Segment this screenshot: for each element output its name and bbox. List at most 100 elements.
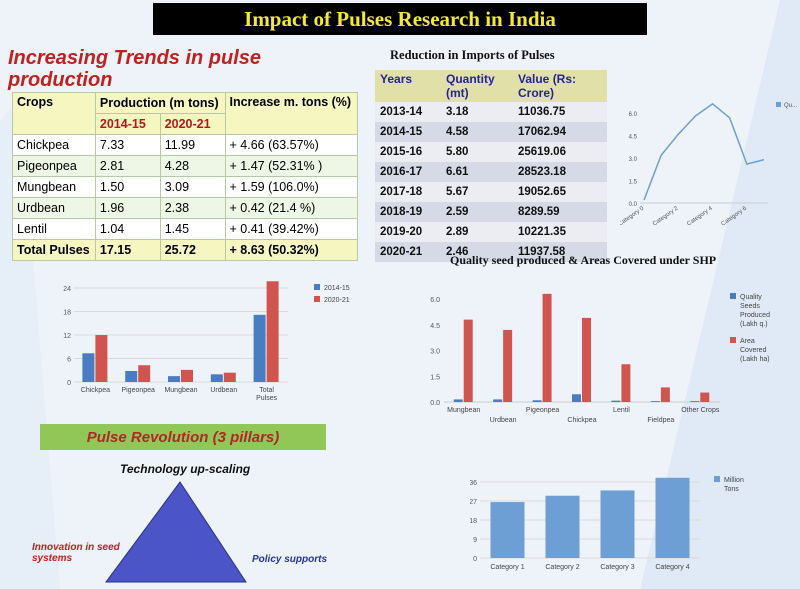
table-row-total: Total Pulses 17.15 25.72 + 8.63 (50.32%) [12,239,358,261]
legend-label: 2014-15 [324,285,350,292]
seed-chart-title: Quality seed produced & Areas Covered un… [450,253,717,267]
crop-cell: Mungbean [12,176,96,198]
qty-cell: 6.61 [441,162,513,182]
y-tick-label: 4.5 [629,135,638,141]
bar [650,401,660,402]
x-tick-label: Category 3 [600,564,634,571]
value-cell: 7.33 [94,134,161,156]
page-title: Impact of Pulses Research in India [153,3,647,35]
increase-cell: + 1.47 (52.31% ) [224,155,358,177]
legend-label: (Lakh ha) [740,356,770,363]
value-cell: 4.28 [159,155,226,177]
y-tick-label: 6 [67,357,71,364]
y-tick-label: 6.0 [629,112,638,118]
bar [655,477,690,558]
production-heading: Increasing Trends in pulse production [8,47,262,91]
x-tick-label: Pigeonpea [121,387,155,394]
table-row: 2019-20 2.89 10221.35 [375,222,607,242]
y-tick-label: 0.0 [629,202,638,208]
crop-cell: Total Pulses [12,239,96,261]
bar [582,317,591,402]
qty-cell: 2.59 [441,202,513,222]
y-tick-label: 12 [63,333,71,340]
y-tick-label: 6.0 [430,297,440,304]
x-tick-label: Mungbean [164,387,197,394]
table-row: 2020-21 2.46 11937.58 [375,242,607,262]
imports-table: Years Quantity (mt) Value (Rs: Crore) 20… [375,70,607,262]
value-cell: 2.38 [159,197,226,219]
bar [503,329,513,402]
legend-label: 2020-21 [324,297,350,304]
qty-cell: 5.67 [441,182,513,202]
bar [493,399,503,402]
table-row: 2015-16 5.80 25619.06 [375,142,607,162]
bar [453,399,463,402]
pillar-left-label: Innovation in seed systems [32,542,120,564]
header-quantity: Quantity (mt) [441,70,513,102]
legend-swatch [714,476,720,482]
qty-cell: 2.46 [441,242,513,262]
increase-cell: + 4.66 (63.57%) [224,134,358,156]
year-cell: 2014-15 [375,122,441,142]
value-cell: 17.15 [94,239,161,261]
production-bar-chart: 0 6 12 18 24 Chickpea Pigeonpea Mungbean Urdbean… [63,281,350,402]
value-cell: 1.45 [159,218,226,240]
qty-cell: 4.58 [441,122,513,142]
crop-cell: Lentil [12,218,96,240]
bar [542,293,552,402]
y-tick-label: 1.5 [629,180,638,186]
legend-label: Produced [740,312,770,319]
value-cell: 28523.18 [513,162,607,182]
table-row: 2016-17 6.61 28523.18 [375,162,607,182]
bar [463,319,473,402]
table-row: 2013-14 3.18 11036.75 [375,102,607,122]
header-crops: Crops [12,92,96,135]
x-tick-label: Category 2 [652,205,680,227]
value-cell: 10221.35 [513,222,607,242]
value-cell: 11036.75 [513,102,607,122]
year-cell: 2016-17 [375,162,441,182]
y-tick-label: 0 [67,380,71,387]
bar [82,353,95,382]
value-cell: 25.72 [159,239,226,261]
pillar-banner: Pulse Revolution (3 pillars) [40,424,326,450]
bar [532,400,542,402]
legend-swatch [314,284,320,290]
legend-label: Seeds [740,303,760,310]
value-cell: 1.04 [94,218,161,240]
y-tick-label: 3.0 [430,349,440,356]
bar [181,369,193,382]
imports-line-chart: 0.0 1.5 3.0 4.5 6.0 Category 0 Category 2 Categ… [620,102,797,227]
legend-swatch [776,102,781,107]
y-tick-label: 24 [63,286,71,293]
y-tick-label: 1.5 [430,374,440,381]
legend-label: Qu... [784,103,797,109]
x-tick-label: Category 1 [490,564,524,571]
x-tick-label: Category 4 [655,564,689,571]
year-cell: 2017-18 [375,182,441,202]
bar [223,372,236,382]
value-cell: 1.50 [94,176,161,198]
value-cell: 1.96 [94,197,161,219]
x-tick-label: Urdbean [490,417,517,424]
qty-cell: 3.18 [441,102,513,122]
y-tick-label: 18 [63,310,71,317]
value-cell: 3.09 [159,176,226,198]
crop-cell: Urdbean [12,197,96,219]
x-tick-label: Lentil [613,407,630,414]
imports-title: Reduction in Imports of Pulses [390,48,555,62]
table-row: Chickpea 7.33 11.99 + 4.66 (63.57%) [12,134,358,156]
bar [600,490,635,558]
value-cell: 25619.06 [513,142,607,162]
x-tick-label: Chickpea [567,417,596,424]
y-tick-label: 18 [470,518,477,525]
bar [266,281,279,382]
increase-cell: + 0.42 (21.4 %) [224,197,358,219]
bar [690,401,700,402]
table-row: Mungbean 1.50 3.09 + 1.59 (106.0%) [12,176,358,198]
seed-bar-chart: 0.0 1.5 3.0 4.5 6.0 Mungbean Urdbean Pigeonpea C… [430,293,770,424]
header-increase: Increase m. tons (%) [224,92,358,135]
qty-cell: 2.89 [441,222,513,242]
value-cell: 19052.65 [513,182,607,202]
legend-label: Tons [724,486,739,493]
